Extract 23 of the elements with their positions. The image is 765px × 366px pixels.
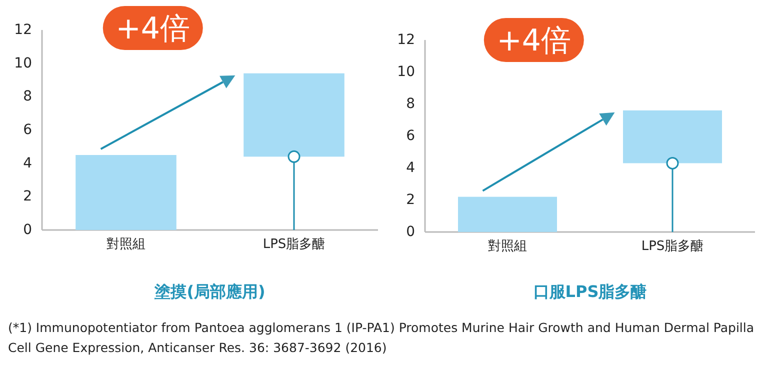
y-tick-label: 2 bbox=[23, 188, 32, 205]
y-tick-label: 4 bbox=[406, 160, 416, 176]
x-tick-label: LPS脂多醣 bbox=[641, 239, 704, 254]
y-tick-label: 0 bbox=[23, 222, 32, 238]
y-tick-label: 10 bbox=[397, 64, 415, 80]
x-tick-label: 對照組 bbox=[488, 239, 527, 254]
y-tick-label: 2 bbox=[406, 192, 415, 208]
annotation: +4倍 bbox=[116, 12, 190, 46]
y-tick-label: 8 bbox=[23, 88, 32, 105]
y-tick-label: 6 bbox=[406, 128, 416, 144]
y-tick-label: 12 bbox=[397, 32, 415, 48]
y-tick-label: 4 bbox=[23, 155, 32, 172]
annotation: +4倍 bbox=[496, 24, 572, 58]
y-tick-label: 0 bbox=[406, 224, 415, 240]
y-tick-label: 10 bbox=[14, 55, 32, 72]
y-tick-label: 8 bbox=[406, 96, 415, 112]
x-tick-label: LPS脂多醣 bbox=[262, 237, 326, 252]
y-tick-label: 6 bbox=[23, 122, 32, 138]
x-tick-label: 對照組 bbox=[106, 237, 146, 252]
text: (*1) Immunopotentiator from Pantoea agglomerans 1 (IP-PA1) Promotes Murine Hair Growth and Human Dermal Papilla Cell Gene Expression, Anticanser Res. 36: 3687-3692 (2016) bbox=[8, 319, 756, 357]
y-tick-label: 12 bbox=[14, 22, 32, 38]
x-axis-title: 口服LPS脂多醣 bbox=[533, 282, 647, 301]
x-axis-title: 塗摸(局部應用) bbox=[154, 282, 266, 301]
